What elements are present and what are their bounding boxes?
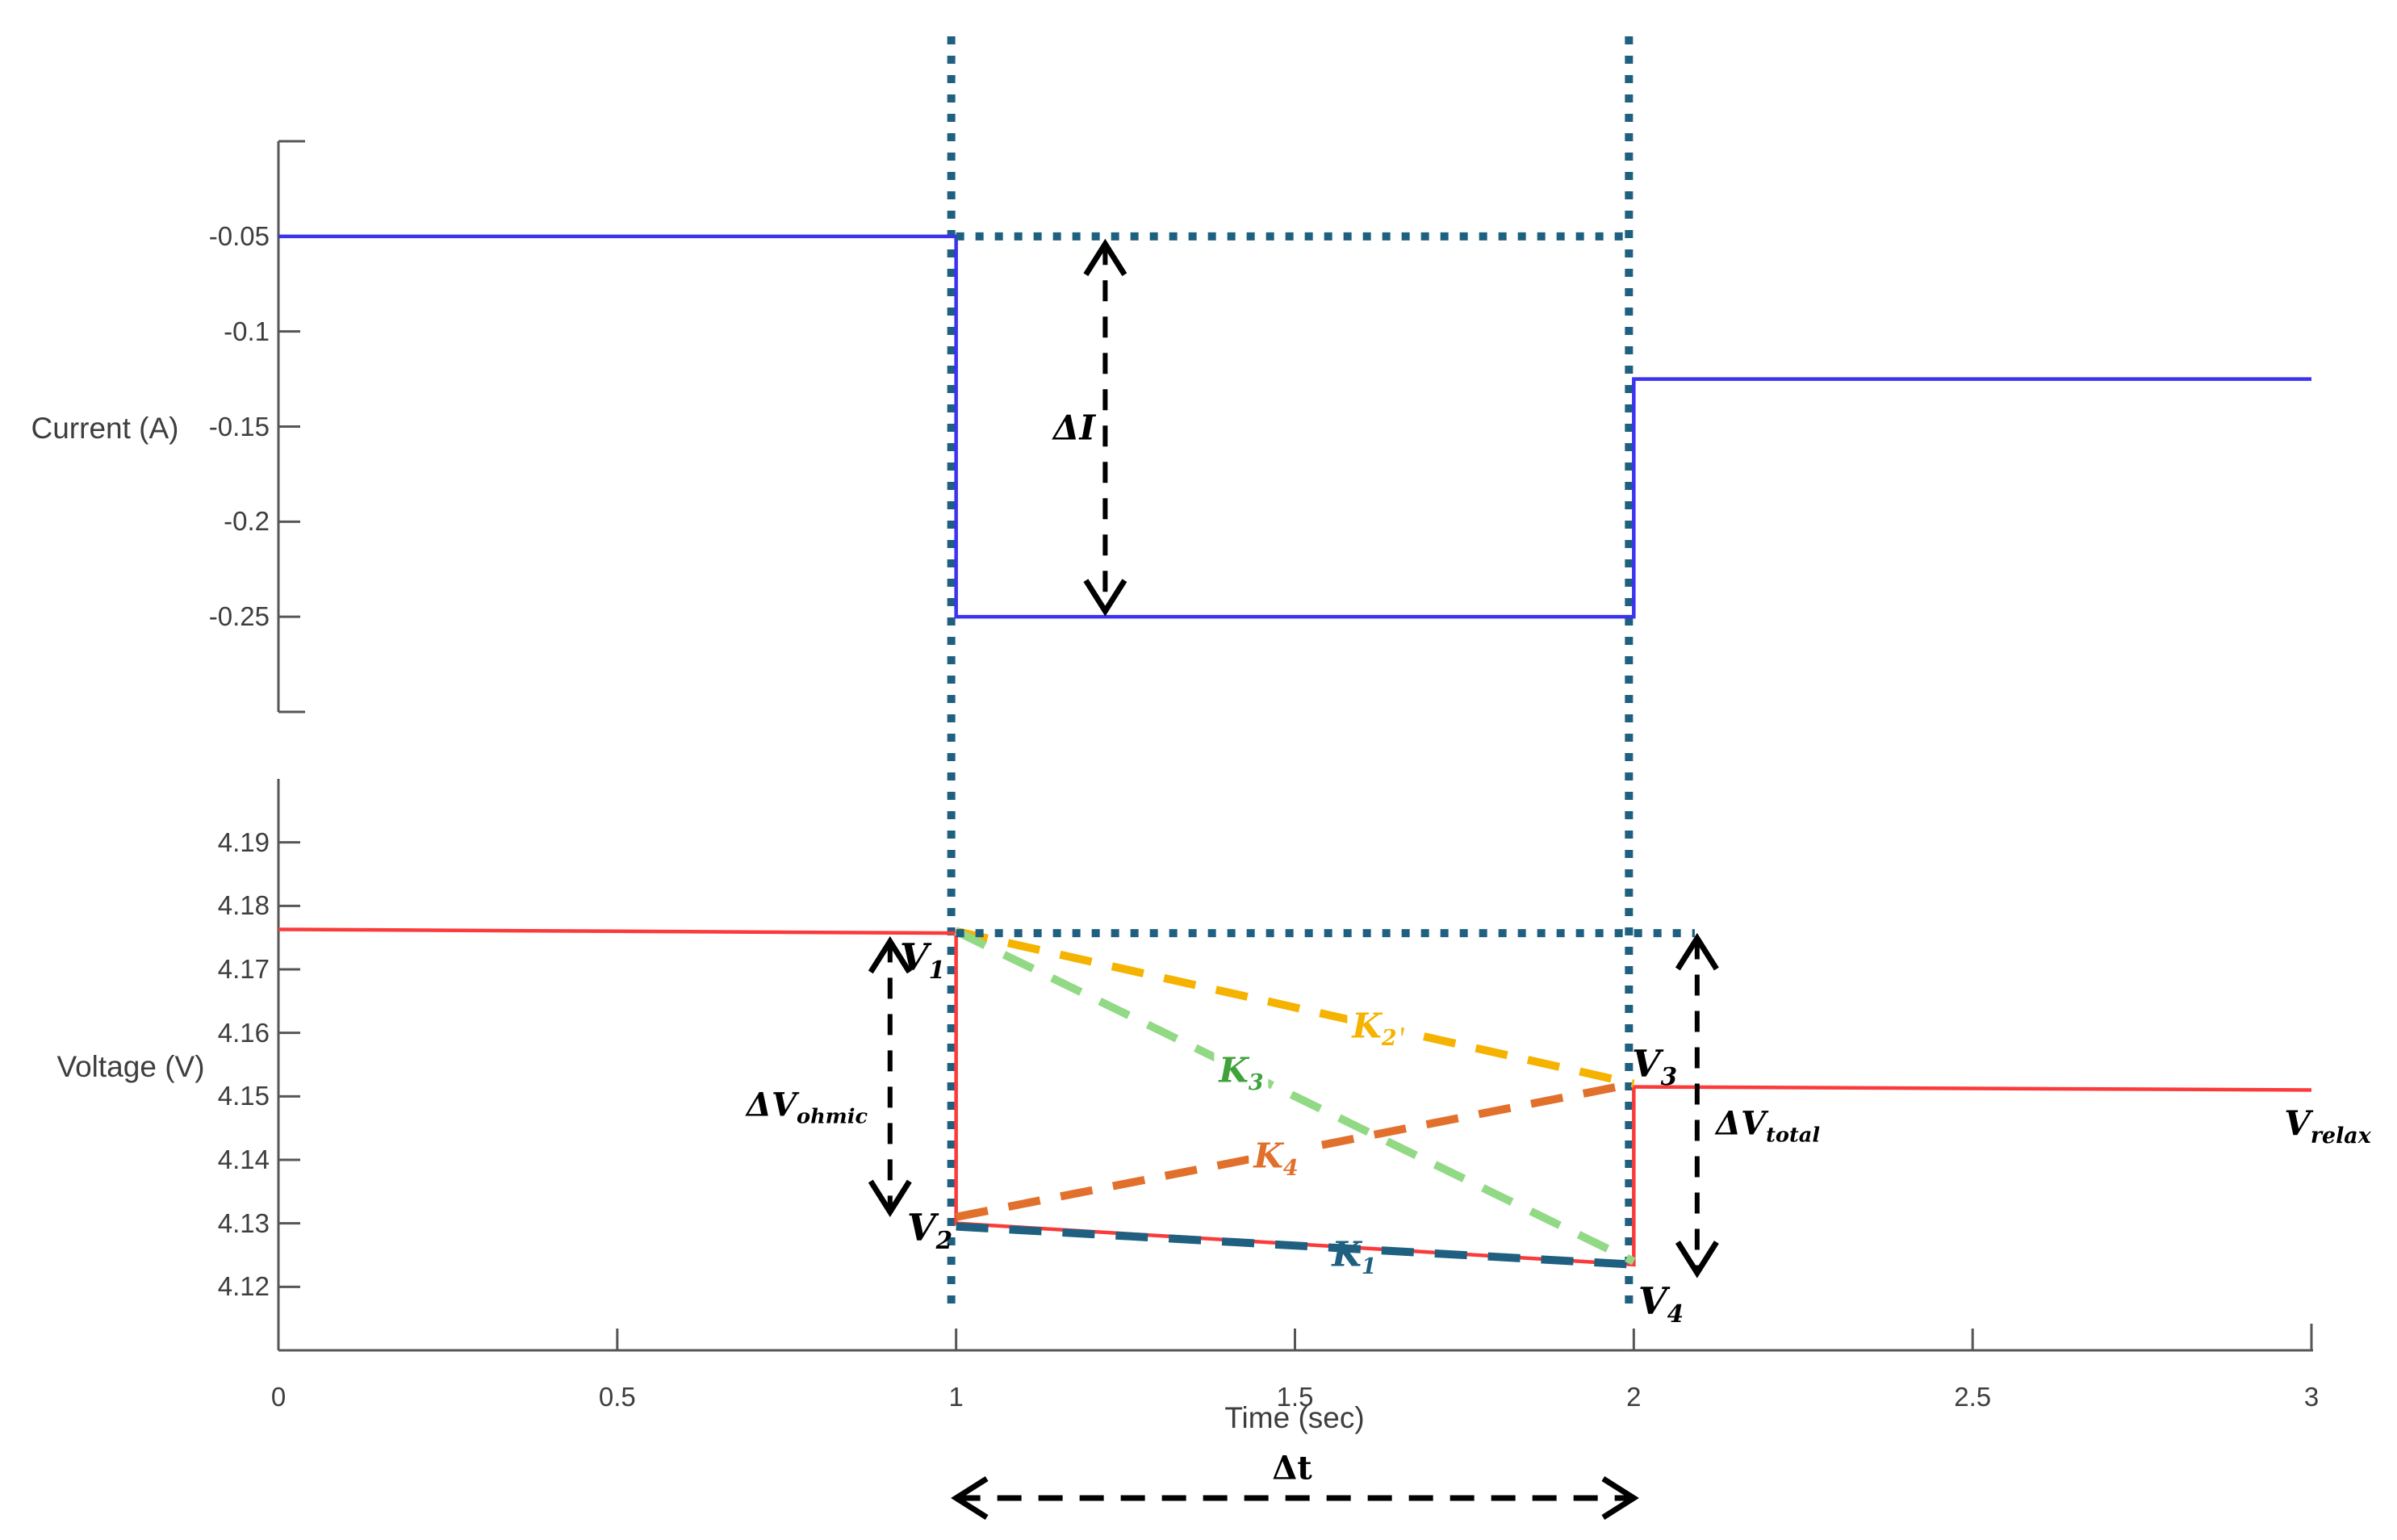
voltage-y-tick-label: 4.15 [217,1081,270,1111]
delta-i-label: ΔI [1053,408,1095,448]
v-relax-subscript: relax [2310,1123,2371,1149]
voltage-y-tick-label: 4.19 [217,826,270,857]
x-tick-label: 1.5 [1276,1382,1314,1412]
k3-subscript: 3 [1248,1069,1264,1095]
current-y-tick-label: -0.05 [208,220,270,251]
delta-t-text: Δt [1272,1449,1312,1488]
x-tick-label: 0 [270,1382,287,1412]
v4-subscript: 4 [1667,1299,1684,1329]
dotted-guides [956,232,1695,938]
v3-label: V3 [1631,1042,1677,1088]
k3-text: K [1219,1050,1249,1090]
annotation-arrows [868,238,1719,1520]
k1-dashed-line [956,1222,1634,1269]
current-series-line [278,234,2311,619]
k2-label: K2 [1347,1006,1402,1049]
delta-i-text: ΔI [1052,408,1096,448]
k1-text: K [1332,1234,1362,1274]
k2-text: K [1352,1006,1382,1046]
k1-subscript: 1 [1361,1253,1377,1279]
axes [277,140,2313,1352]
k4-subscript: 4 [1282,1155,1299,1181]
k3-dashed-line [954,927,1636,1266]
x-tick-label: 0.5 [598,1382,636,1412]
k4-text: K [1253,1136,1283,1176]
v3-subscript: 3 [1660,1062,1678,1091]
current-y-tick-label: -0.25 [208,601,270,632]
v3-text: V [1631,1042,1661,1086]
voltage-y-tick-label: 4.16 [217,1017,270,1048]
x-tick-label: 3 [2303,1382,2320,1412]
k4-label: K4 [1249,1136,1303,1179]
delta-v-total-label: ΔVtotal [1716,1104,1820,1146]
x-tick-label: 1 [948,1382,964,1412]
k1-label: K1 [1332,1234,1376,1278]
voltage-y-tick-label: 4.17 [217,954,270,984]
delta-v-ohmic-subscript: ohmic [797,1104,868,1129]
v2-subscript: 2 [935,1226,953,1255]
voltage-y-tick-label: 4.13 [217,1207,270,1238]
delta-v-ohmic-label: ΔVohmic [746,1086,868,1128]
v2-text: V [906,1206,936,1249]
v-relax-text: V [2284,1103,2311,1144]
current-y-tick-label: -0.1 [224,316,270,346]
k2-dashed-line [955,927,1635,1088]
v1-text: V [899,935,929,979]
x-axis-title: Time (sec) [1224,1401,1365,1434]
k3-label: K3 [1214,1050,1269,1094]
v2-label: V2 [906,1206,952,1252]
current-y-axis-title: Current (A) [31,412,179,445]
v4-label: V4 [1638,1279,1684,1325]
x-tick-label: 2 [1626,1382,1642,1412]
voltage-y-tick-label: 4.12 [217,1271,270,1302]
v1-subscript: 1 [928,956,946,985]
v-relax-label: Vrelax [2284,1103,2371,1147]
current-y-tick-label: -0.15 [208,411,270,441]
delta-t-label: Δt [1272,1450,1312,1488]
current-y-tick-label: -0.2 [224,506,270,537]
data-series [278,234,2312,1269]
x-tick-label: 2.5 [1954,1382,1992,1412]
voltage-y-tick-label: 4.14 [217,1145,270,1174]
v1-label: V1 [899,935,945,981]
k2-subscript: 2 [1381,1025,1397,1051]
voltage-y-tick-label: 4.18 [217,890,270,921]
v4-text: V [1638,1279,1667,1323]
delta-v-ohmic-text: ΔV [746,1086,797,1124]
delta-v-total-subscript: total [1766,1123,1821,1148]
voltage-y-axis-title: Voltage (V) [56,1050,205,1083]
time-marker-dotted-vlines [947,36,1634,1312]
delta-v-total-text: ΔV [1716,1104,1767,1143]
